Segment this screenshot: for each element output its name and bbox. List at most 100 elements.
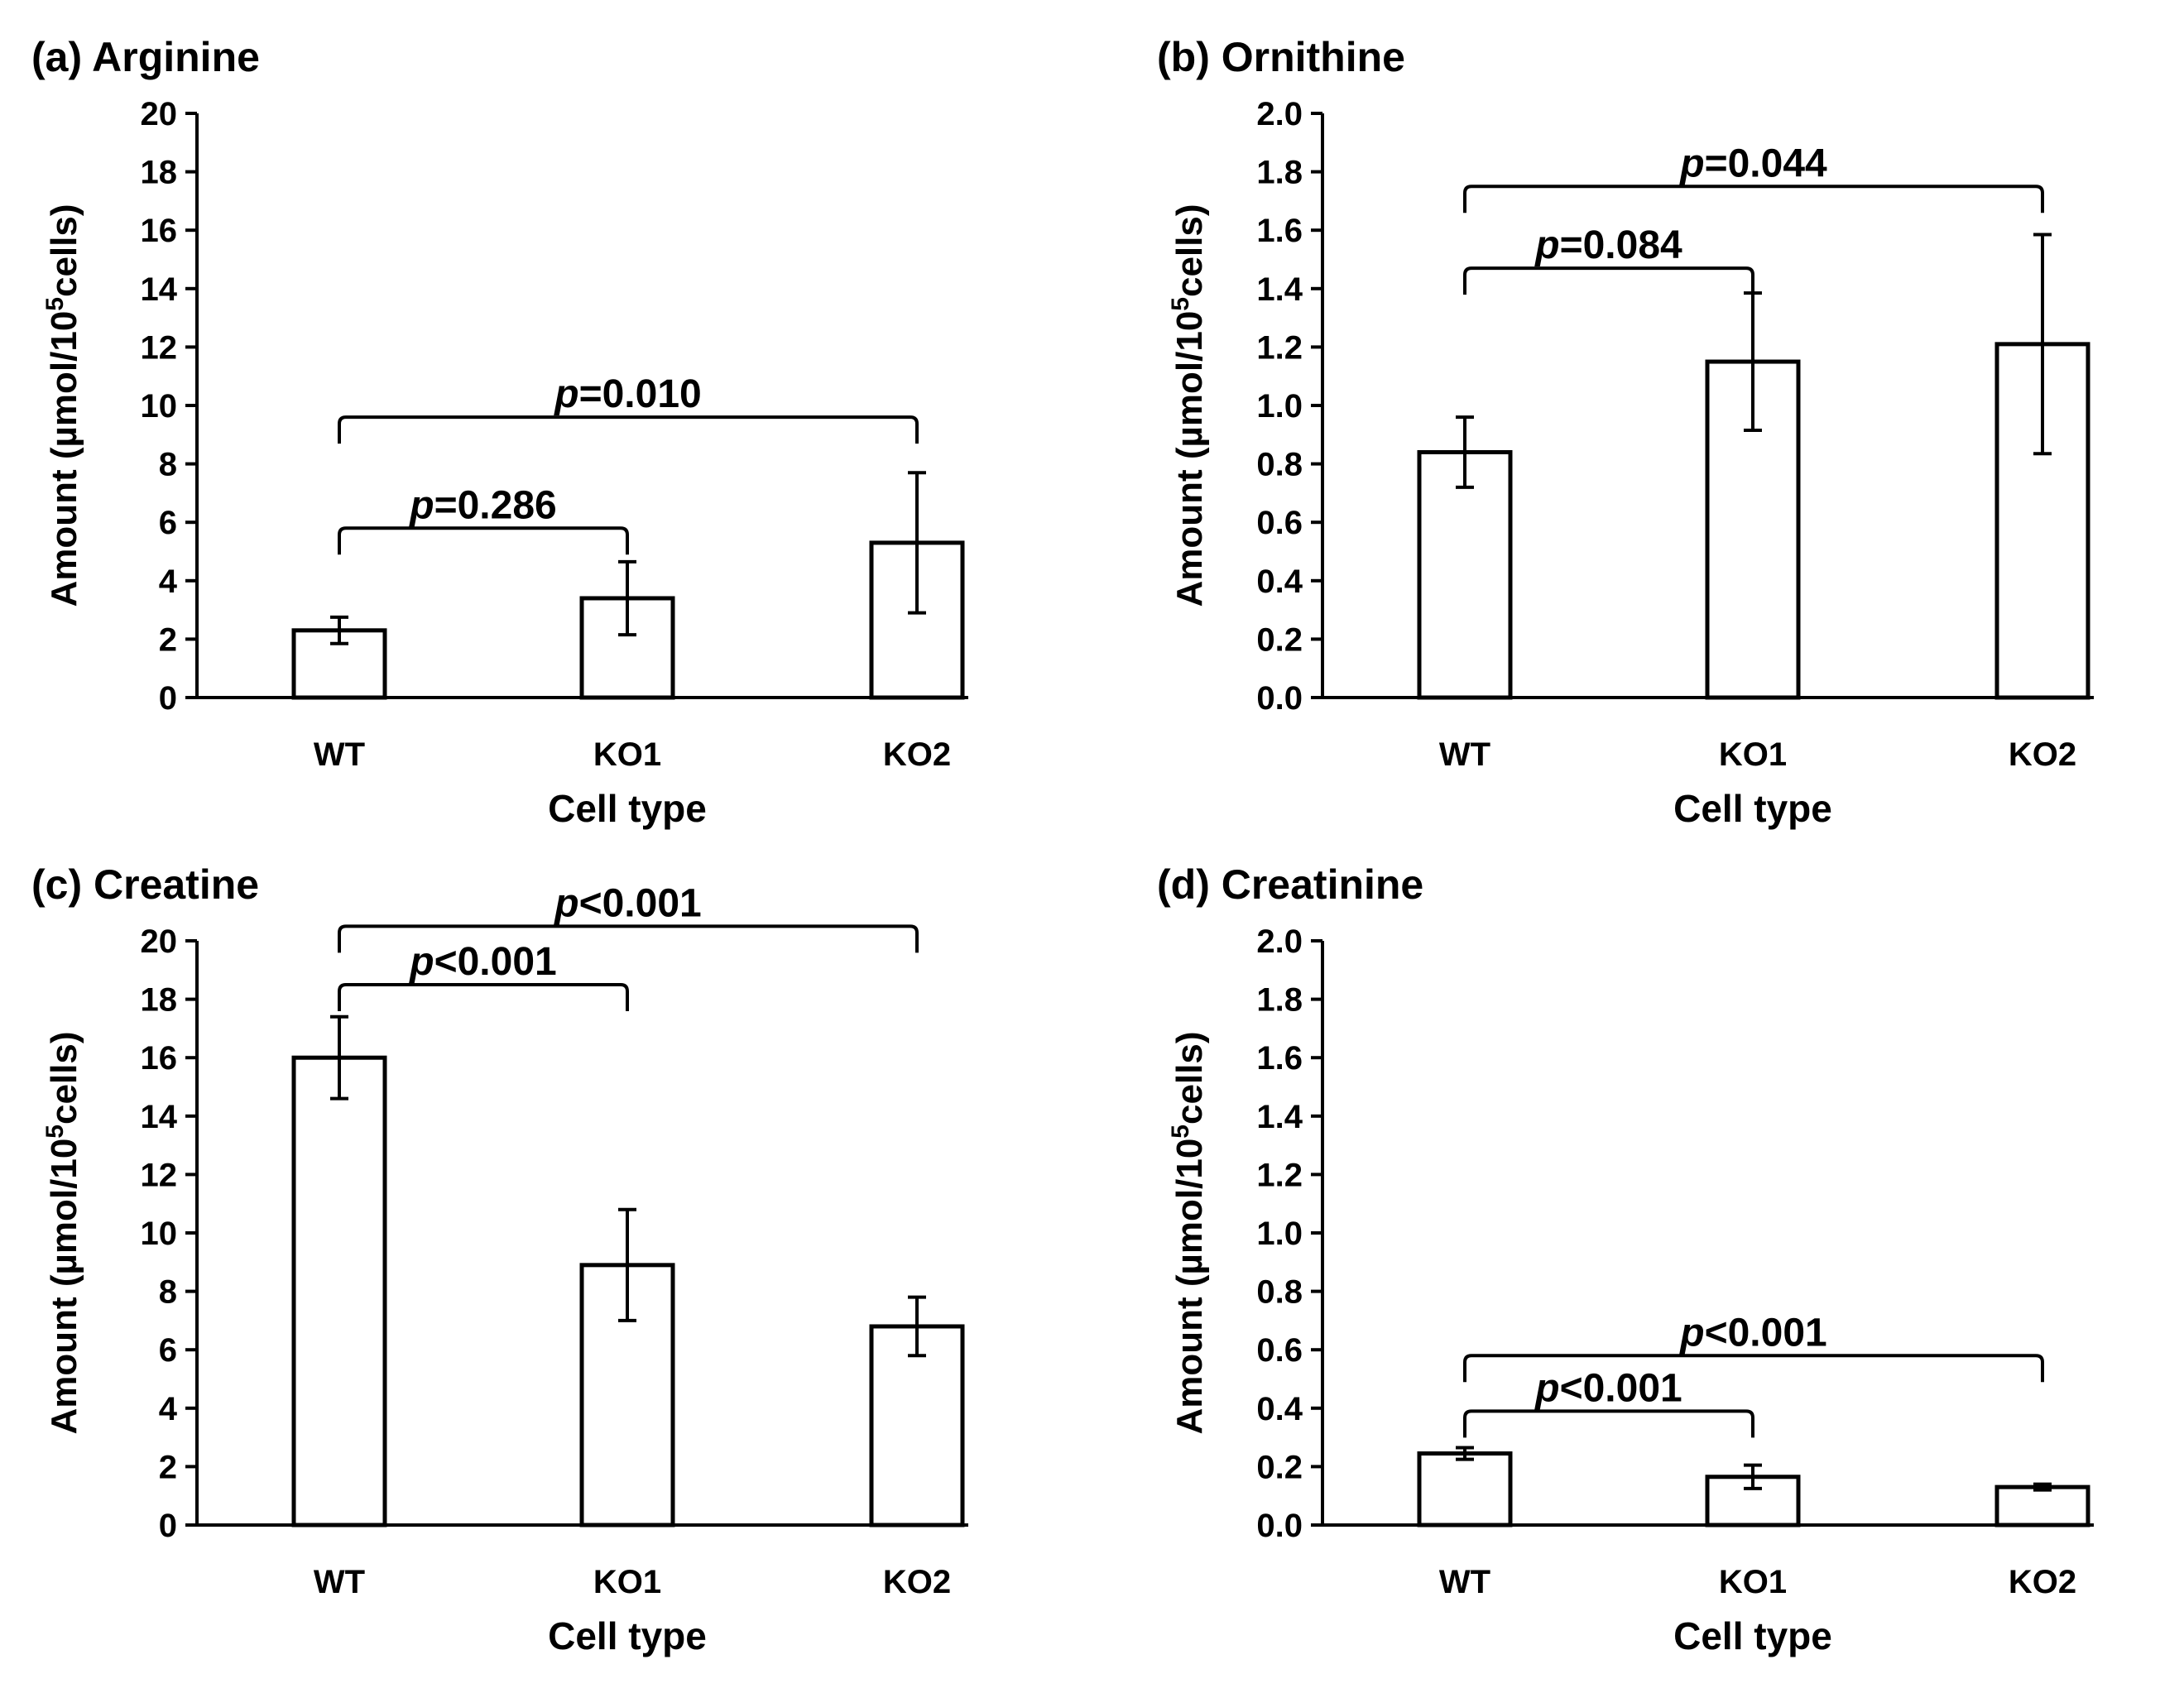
x-axis-label: Cell type <box>548 1614 707 1657</box>
chart-title: (b) Ornithine <box>1157 34 1405 80</box>
significance-bracket <box>1463 1354 2044 1383</box>
y-axis-label: Amount (µmol/105cells) <box>41 204 84 607</box>
error-bar-ko2 <box>908 1295 926 1358</box>
error-bar-wt <box>1456 1446 1474 1461</box>
y-tick-label: 2.0 <box>1256 923 1303 960</box>
p-value-label: p=0.010 <box>553 372 701 416</box>
p-value-label: p=0.084 <box>1534 223 1682 267</box>
y-tick-label: 0 <box>159 680 177 717</box>
y-tick-label: 12 <box>141 1157 178 1193</box>
y-tick-label: 6 <box>159 1332 177 1369</box>
significance-bracket <box>338 415 919 444</box>
chart-title: (a) Arginine <box>31 34 260 80</box>
y-tick-label: 20 <box>141 96 178 132</box>
y-tick-label: 16 <box>141 1040 178 1077</box>
y-tick-label: 0.2 <box>1256 621 1303 658</box>
y-tick-label: 18 <box>141 155 178 191</box>
y-tick-label: 1.4 <box>1256 1099 1303 1135</box>
p-value-label: p=0.286 <box>408 483 556 527</box>
y-tick-label: 2.0 <box>1256 96 1303 132</box>
significance-bracket <box>338 526 629 555</box>
p-value-label: p<0.001 <box>408 940 556 984</box>
error-bar-wt <box>330 1014 348 1101</box>
y-tick-label: 2 <box>159 621 177 658</box>
y-tick-label: 8 <box>159 447 177 483</box>
bar-wt <box>291 1055 387 1528</box>
y-tick-label: 6 <box>159 505 177 541</box>
y-tick-label: 0.4 <box>1256 1391 1303 1427</box>
y-tick-label: 1.2 <box>1256 1157 1303 1193</box>
y-tick-label: 0.0 <box>1256 1508 1303 1544</box>
panel-ornithine: (b) Ornithine Amount (µmol/105cells) 0.0 0.… <box>1157 34 2094 830</box>
chart-title: (c) Creatine <box>31 861 259 908</box>
error-bar-ko1 <box>618 1207 636 1322</box>
x-axis-label: Cell type <box>548 787 707 830</box>
bar-ko2 <box>869 1324 965 1528</box>
x-axis-label: Cell type <box>1673 1614 1832 1657</box>
x-tick-label: KO1 <box>1719 1564 1787 1600</box>
error-bar-ko1 <box>618 559 636 637</box>
y-tick-label: 2 <box>159 1449 177 1485</box>
y-tick-label: 0.6 <box>1256 1332 1303 1369</box>
y-tick-label: 0.2 <box>1256 1449 1303 1485</box>
panel-creatinine: (d) Creatinine Amount (µmol/105cells) 0.0 0… <box>1157 861 2094 1657</box>
x-tick-label: WT <box>314 736 365 773</box>
y-tick-label: 1.8 <box>1256 155 1303 191</box>
panel-creatine: (c) Creatine Amount (µmol/105cells) 0 2 4 6 8 1… <box>31 861 968 1657</box>
x-tick-label: WT <box>314 1564 365 1600</box>
significance-bracket <box>1463 266 1754 295</box>
y-tick-label: 8 <box>159 1274 177 1311</box>
y-tick-label: 4 <box>159 564 178 600</box>
y-tick-label: 1.0 <box>1256 388 1303 424</box>
y-tick-label: 1.0 <box>1256 1216 1303 1252</box>
p-value-label: p=0.044 <box>1678 141 1827 185</box>
significance-bracket <box>1463 185 2044 213</box>
error-bar-ko1 <box>1744 1463 1762 1490</box>
significance-bracket <box>338 982 629 1011</box>
y-tick-label: 4 <box>159 1391 178 1427</box>
y-tick-label: 12 <box>141 329 178 366</box>
y-tick-label: 14 <box>141 271 178 308</box>
x-tick-label: KO2 <box>2009 736 2076 773</box>
chart-title: (d) Creatinine <box>1157 861 1423 908</box>
y-tick-label: 1.8 <box>1256 982 1303 1019</box>
x-tick-label: KO1 <box>1719 736 1787 773</box>
y-tick-label: 0 <box>159 1508 177 1544</box>
y-tick-label: 0.0 <box>1256 680 1303 717</box>
y-tick-label: 18 <box>141 982 178 1019</box>
bar-ko2 <box>1994 1484 2090 1528</box>
x-tick-label: KO2 <box>2009 1564 2076 1600</box>
significance-bracket <box>1463 1409 1754 1438</box>
error-bar-ko2 <box>2033 1482 2052 1492</box>
y-tick-label: 0.8 <box>1256 1274 1303 1311</box>
y-tick-label: 16 <box>141 213 178 249</box>
y-axis-label: Amount (µmol/105cells) <box>1167 1031 1210 1434</box>
y-tick-label: 10 <box>141 388 178 424</box>
y-tick-label: 1.6 <box>1256 1040 1303 1077</box>
x-tick-label: KO2 <box>883 736 951 773</box>
y-tick-label: 1.6 <box>1256 213 1303 249</box>
x-tick-label: KO1 <box>593 1564 661 1600</box>
p-value-label: p<0.001 <box>1534 1366 1682 1410</box>
y-tick-label: 14 <box>141 1099 178 1135</box>
y-tick-label: 0.8 <box>1256 447 1303 483</box>
error-bar-wt <box>1456 415 1474 489</box>
x-tick-label: KO2 <box>883 1564 951 1600</box>
panel-arginine: (a) Arginine Amount (µmol/105cells) 0 2 4 6 8 1… <box>31 34 968 830</box>
bar-wt <box>1417 449 1513 700</box>
y-tick-label: 20 <box>141 923 178 960</box>
error-bar-ko2 <box>2033 233 2052 456</box>
y-tick-label: 0.4 <box>1256 564 1303 600</box>
x-tick-label: WT <box>1439 736 1490 773</box>
p-value-label: p<0.001 <box>553 881 701 925</box>
error-bar-wt <box>330 615 348 645</box>
y-axis-label: Amount (µmol/105cells) <box>41 1031 84 1434</box>
x-tick-label: KO1 <box>593 736 661 773</box>
y-tick-label: 0.6 <box>1256 505 1303 541</box>
y-axis-label: Amount (µmol/105cells) <box>1167 204 1210 607</box>
p-value-label: p<0.001 <box>1678 1311 1826 1355</box>
y-tick-label: 1.4 <box>1256 271 1303 308</box>
x-axis-label: Cell type <box>1673 787 1832 830</box>
bar-wt <box>1417 1451 1513 1528</box>
